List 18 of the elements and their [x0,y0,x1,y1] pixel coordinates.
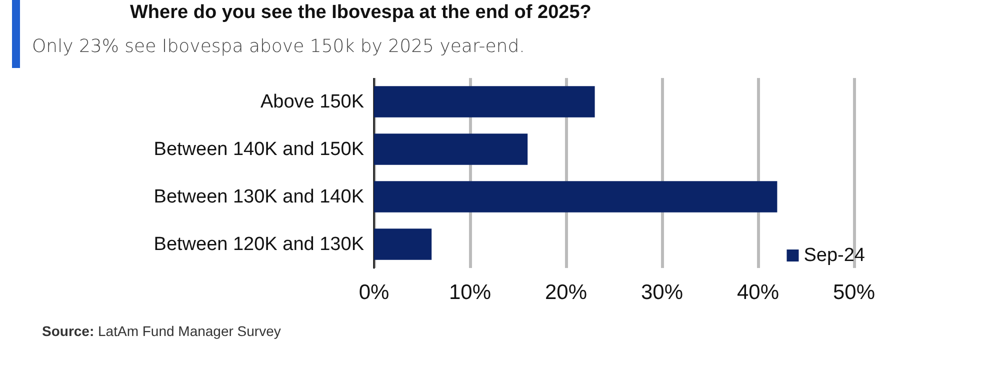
bar [374,228,432,260]
bar [374,86,595,118]
x-tick-label: 20% [544,281,588,304]
chart-subtitle: Only 23% see Ibovespa above 150k by 2025 year-end. [32,36,525,57]
x-tick-label: 10% [448,281,492,304]
x-tick-label: 50% [832,281,876,304]
y-tick-label: Between 140K and 150K [154,138,364,160]
bar [374,181,778,212]
legend-label: Sep-24 [804,245,866,266]
y-tick-label: Between 130K and 140K [154,186,364,208]
y-tick-label: Above 150K [260,91,364,112]
y-tick-label: Between 120K and 130K [154,234,364,255]
x-tick-label: 30% [640,281,684,304]
bar [374,134,528,165]
x-tick-label: 0% [358,281,390,304]
x-tick-label: 40% [736,281,780,304]
source-note: Source: LatAm Fund Manager Survey [42,323,281,339]
chart-title: Where do you see the Ibovespa at the end of 2025? [130,2,592,24]
